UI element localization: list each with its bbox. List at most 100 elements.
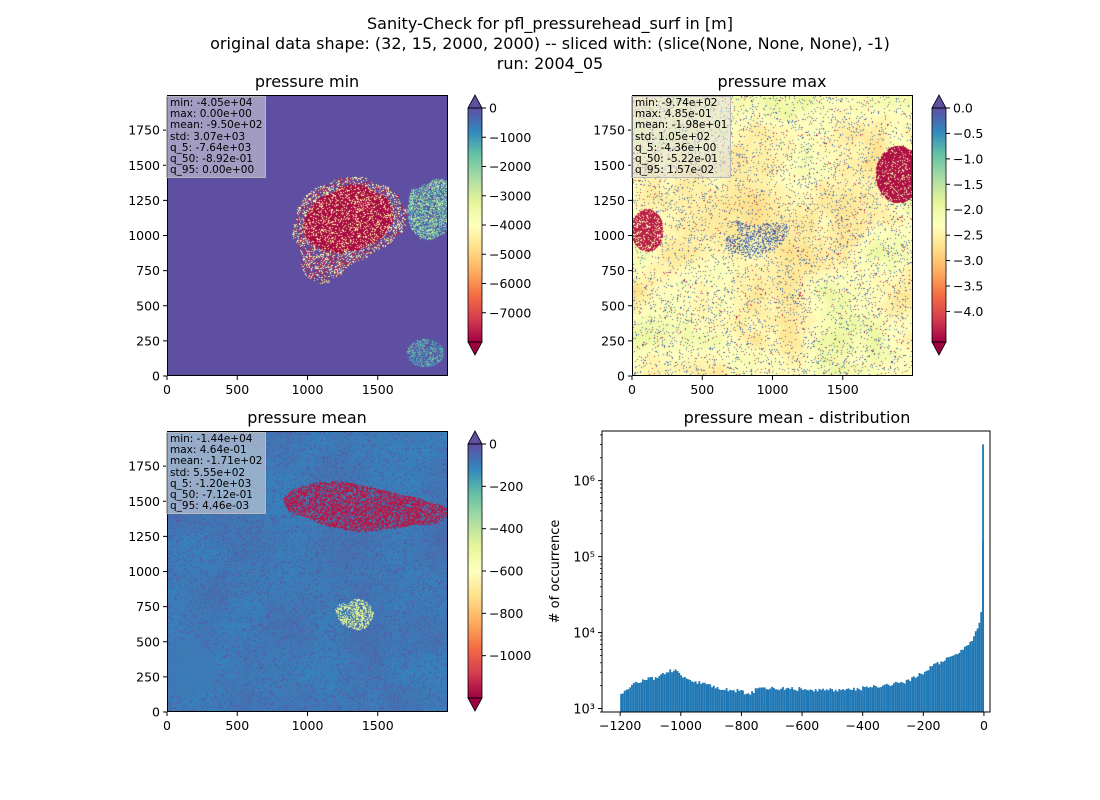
stat-line: max: 4.85e-01 [635, 108, 712, 121]
histogram-bar [674, 669, 677, 712]
colorbar-tick-label: −400 [489, 521, 523, 536]
colorbar-tick-label: −4.0 [953, 304, 983, 319]
histogram-bar [631, 684, 633, 712]
histogram-axes-background [602, 431, 990, 712]
histogram-bar [738, 690, 741, 712]
histogram-bar [878, 687, 881, 712]
histogram-bar [745, 693, 748, 712]
histogram-bar [682, 677, 684, 712]
y-tick-label: 10³ [573, 703, 595, 718]
histogram-bar [940, 661, 943, 712]
colorbar-tick-label: 0 [489, 101, 497, 116]
histogram-bar [954, 654, 957, 712]
histogram-bar [647, 677, 650, 712]
y-tick-label: 10⁵ [573, 551, 595, 566]
y-tick-label: 500 [136, 634, 160, 649]
histogram-bar [951, 655, 954, 712]
histogram-bar [913, 676, 915, 712]
stat-line: q_50: -5.22e-01 [635, 153, 718, 166]
histogram-bar [891, 685, 893, 712]
stat-line: std: 1.05e+02 [635, 130, 711, 143]
stat-line: std: 5.55e+02 [170, 466, 246, 479]
y-tick-label: 500 [136, 298, 160, 313]
histogram-bar [731, 690, 733, 712]
x-tick-label: −1000 [660, 718, 702, 733]
histogram-bar [905, 679, 908, 712]
colorbar-tick-label: −7000 [489, 305, 531, 320]
y-tick-label: 250 [601, 333, 625, 348]
histogram-bar [911, 677, 914, 712]
y-tick-label: 1250 [128, 193, 160, 208]
y-tick-label: 1000 [593, 228, 625, 243]
histogram-bar [852, 687, 855, 712]
histogram-bar [953, 655, 955, 712]
histogram-bar [902, 682, 904, 712]
histogram-bar [816, 691, 819, 712]
histogram-bar [942, 661, 944, 712]
histogram-bar [938, 664, 941, 712]
histogram-bar [683, 676, 686, 712]
histogram-bar [865, 686, 868, 712]
y-tick-label: 1250 [593, 193, 625, 208]
histogram-bar [831, 689, 833, 712]
histogram-bar [765, 689, 768, 712]
histogram-bar [860, 690, 863, 712]
colorbar-tick-label: 0 [489, 437, 497, 452]
histogram-bar [751, 691, 753, 712]
colorbar-gradient [932, 108, 946, 342]
histogram-bar [685, 678, 688, 712]
histogram-bar [742, 690, 744, 712]
stat-line: q_50: -8.92e-01 [170, 153, 253, 166]
histogram-bar [792, 689, 795, 712]
histogram-bar [789, 689, 792, 712]
histogram-bar [907, 679, 910, 712]
colorbar-tick-label: −1.0 [953, 151, 983, 166]
histogram-bar [769, 688, 772, 712]
colorbar-tick-label: −3.0 [953, 253, 983, 268]
histogram-bar [722, 689, 724, 712]
colorbar-gradient [468, 108, 482, 342]
colorbar-extend-max [467, 94, 483, 109]
histogram-bar [709, 684, 712, 712]
stat-line: q_50: -7.12e-01 [170, 489, 253, 502]
histogram-bar [783, 689, 786, 712]
x-tick-label: −1200 [599, 718, 641, 733]
histogram-bar [805, 689, 808, 712]
histogram-bar [678, 672, 681, 712]
panel-title-distribution: pressure mean - distribution [683, 408, 911, 427]
histogram-bar [689, 679, 692, 712]
histogram-bar [698, 681, 701, 712]
histogram-bar [943, 660, 946, 712]
histogram-bar [962, 649, 964, 712]
histogram-bar [727, 691, 730, 712]
histogram-bar [669, 669, 672, 712]
histogram-bar [880, 686, 883, 712]
y-tick-label: 0 [617, 369, 625, 384]
histogram-bar [832, 691, 835, 712]
histogram-bar [794, 690, 797, 712]
histogram-bar [785, 688, 788, 712]
histogram-bar [663, 674, 666, 712]
colorbar-extend-min [467, 341, 483, 356]
colorbar-extend-max [467, 430, 483, 445]
histogram-bar [925, 670, 928, 712]
histogram-bar [712, 685, 715, 712]
histogram-bar [934, 663, 937, 712]
y-tick-label: 500 [601, 298, 625, 313]
histogram-bar [936, 662, 939, 712]
colorbar-tick-label: −800 [489, 606, 523, 621]
histogram-bar [780, 688, 783, 712]
histogram-bar [802, 689, 804, 712]
histogram-bar [620, 693, 623, 712]
x-tick-label: 1000 [757, 382, 789, 397]
y-tick-label: 1000 [128, 228, 160, 243]
x-tick-label: 1000 [292, 382, 324, 397]
y-tick-label: 750 [136, 599, 160, 614]
histogram-bar [896, 682, 899, 712]
colorbar-frame [931, 107, 947, 343]
histogram-bar [634, 681, 637, 712]
histogram-bar [680, 675, 683, 712]
histogram-bar [867, 687, 870, 712]
histogram-bar [854, 690, 857, 712]
